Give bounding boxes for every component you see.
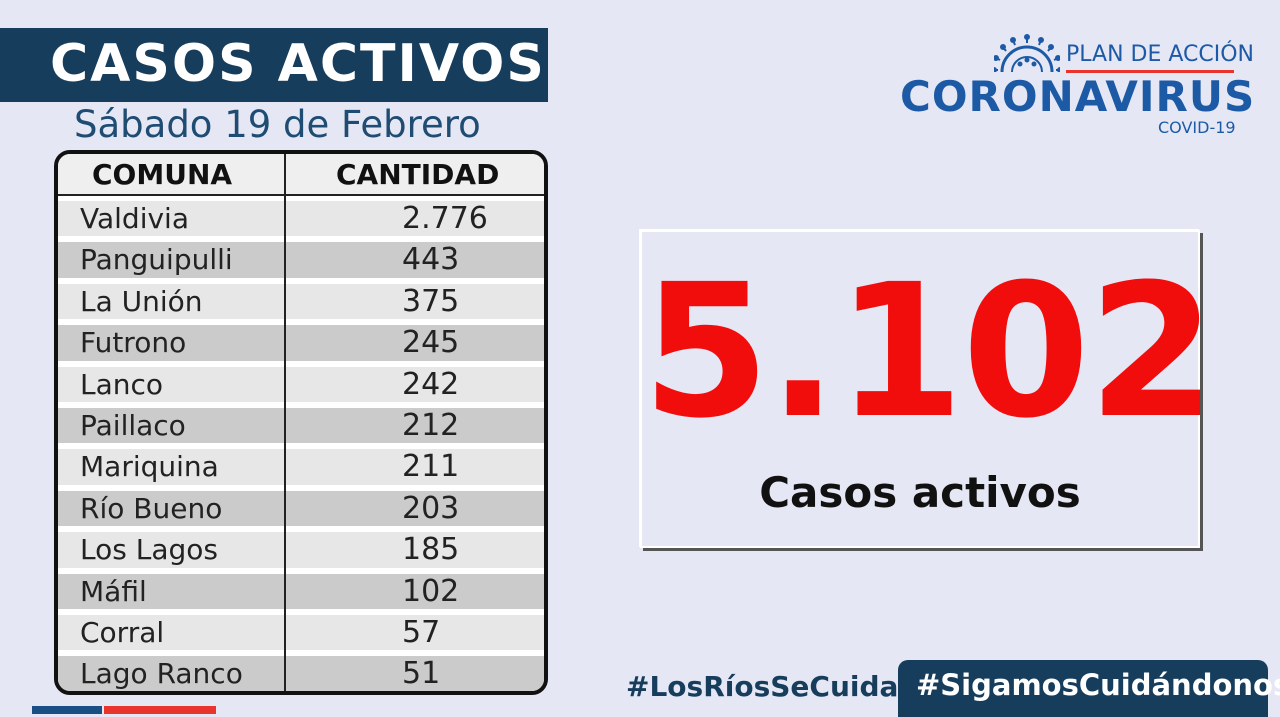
cantidad-cell: 443 (402, 242, 460, 278)
page-title: CASOS ACTIVOS (50, 34, 546, 94)
cantidad-cell: 375 (402, 283, 460, 319)
cantidad-cell: 51 (402, 656, 441, 692)
column-divider (284, 154, 286, 691)
cantidad-cell: 2.776 (402, 201, 488, 236)
total-label: Casos activos (759, 468, 1081, 517)
comuna-cell: La Unión (80, 284, 203, 318)
total-box: 5.102 Casos activos (640, 230, 1216, 548)
logo-plan-text: PLAN DE ACCIÓN (1066, 42, 1255, 67)
table-row: La Unión 375 (58, 281, 544, 322)
cantidad-cell: 245 (402, 325, 460, 361)
table-row: Panguipulli 443 (58, 239, 544, 280)
comuna-cell: Futrono (80, 326, 187, 360)
comuna-cell: Corral (80, 615, 165, 649)
table-body: Valdivia 2.776 Panguipulli 443 La Unión … (58, 198, 544, 692)
logo-underline (1066, 70, 1234, 73)
cantidad-cell: 242 (402, 366, 460, 402)
column-header-cantidad: CANTIDAD (336, 158, 500, 191)
hashtag-losrios: #LosRíosSeCuida (626, 670, 899, 703)
cantidad-cell: 203 (402, 490, 460, 526)
comuna-cell: Mariquina (80, 450, 219, 484)
table-row: Lago Ranco 51 (58, 653, 544, 692)
table-row: Máfil 102 (58, 571, 544, 612)
comuna-cell: Río Bueno (80, 491, 223, 525)
column-header-comuna: COMUNA (92, 158, 233, 191)
hashtag-sigamos: #SigamosCuidándonos (916, 668, 1280, 702)
comuna-cell: Lago Ranco (80, 657, 243, 691)
logo-name: CORONAVIRUS (900, 72, 1256, 121)
table-header: COMUNA CANTIDAD (58, 154, 544, 196)
comuna-cell: Los Lagos (80, 533, 218, 567)
table-row: Futrono 245 (58, 322, 544, 363)
cantidad-cell: 185 (402, 532, 460, 568)
table-row: Valdivia 2.776 (58, 198, 544, 239)
cantidad-cell: 57 (402, 614, 441, 650)
table-row: Lanco 242 (58, 364, 544, 405)
date-subtitle: Sábado 19 de Febrero (74, 103, 481, 146)
hashtag-banner: #SigamosCuidándonos (898, 660, 1280, 717)
comuna-cell: Máfil (80, 574, 147, 608)
cantidad-cell: 212 (402, 407, 460, 443)
table-row: Río Bueno 203 (58, 488, 544, 529)
cases-table: COMUNA CANTIDAD Valdivia 2.776 Panguipul… (54, 150, 548, 695)
comuna-cell: Lanco (80, 367, 164, 401)
comuna-cell: Valdivia (80, 202, 189, 235)
bottom-accent-blue (32, 706, 102, 714)
title-banner: CASOS ACTIVOS (0, 28, 548, 102)
cantidad-cell: 102 (402, 573, 460, 609)
coronavirus-logo: PLAN DE ACCIÓN CORONAVIRUS COVID-19 (900, 30, 1254, 140)
comuna-cell: Paillaco (80, 408, 186, 442)
comuna-cell: Panguipulli (80, 243, 233, 277)
logo-sub: COVID-19 (1158, 118, 1236, 137)
virus-icon (994, 34, 1060, 72)
total-active-cases: 5.102 (642, 245, 1216, 459)
table-row: Los Lagos 185 (58, 529, 544, 570)
table-row: Mariquina 211 (58, 446, 544, 487)
table-row: Paillaco 212 (58, 405, 544, 446)
cantidad-cell: 211 (402, 449, 460, 485)
table-row: Corral 57 (58, 612, 544, 653)
bottom-accent-red (104, 706, 216, 714)
